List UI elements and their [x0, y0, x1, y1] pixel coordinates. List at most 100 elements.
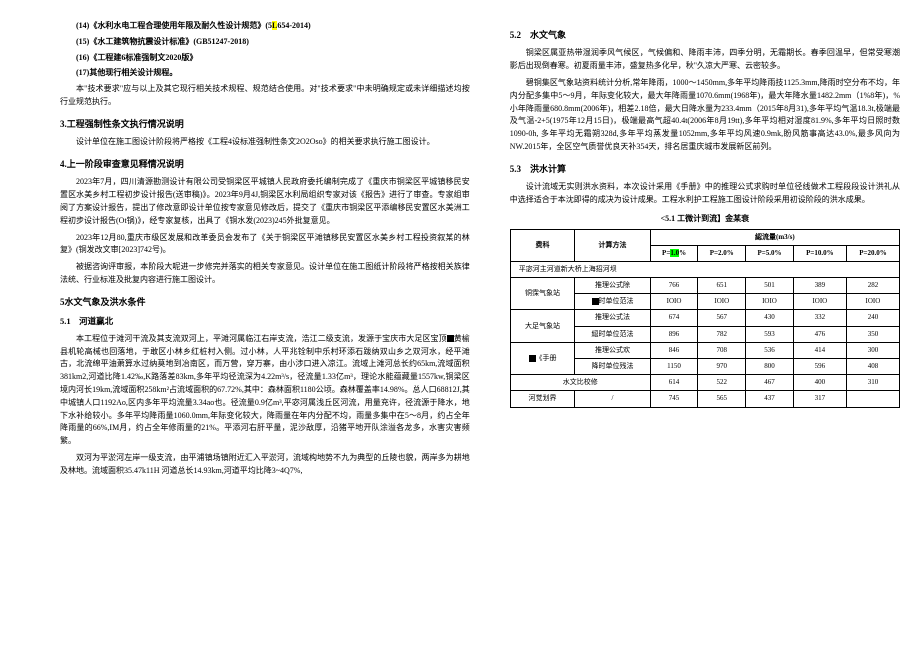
- ref-16: (16)《工程建6标准强制文2020版》: [60, 52, 470, 65]
- left-column: (14)《水利水电工程合理使用年限及耐久性设计规范》(5L654-2014) (…: [60, 20, 470, 481]
- sta-text: 《手册: [536, 354, 557, 362]
- val-cell: 467: [746, 375, 794, 391]
- sec51-title: 5.1 河道赢北: [60, 315, 470, 329]
- val-cell: IOIO: [846, 294, 899, 310]
- val-cell: IOIO: [650, 294, 698, 310]
- document-page: (14)《水利水电工程合理使用年限及耐久性设计规范》(5L654-2014) (…: [0, 0, 920, 501]
- val-cell: 593: [746, 326, 794, 342]
- ref-14: (14)《水利水电工程合理使用年限及耐久性设计规范》(5L654-2014): [60, 20, 470, 33]
- val-cell: 300: [846, 342, 899, 358]
- ref-14-a: (14)《水利水电工程合理使用年限及耐久性设计规范》(5: [76, 21, 272, 30]
- sta-cell: 水文比校修: [510, 375, 650, 391]
- th-p5: P=20.0%: [846, 245, 899, 261]
- sta-cell: 河觉划界: [510, 391, 575, 407]
- ref-17: (17)其他现行相关设计规程。: [60, 67, 470, 80]
- sec51-para2: 双河为平淤河左岸一级支流，由平浦镇场镇附近汇入平淤河，流域构地势不九为典型的丘陵…: [60, 452, 470, 478]
- para-tech-req: 本"技术要求"应与以上及其它现行相关技术规程、规范结合使用。对"技术要求"中未明…: [60, 83, 470, 109]
- val-cell: 896: [650, 326, 698, 342]
- sec4-title: 4.上一阶段审查意见释情况说明: [60, 157, 470, 171]
- black-box-icon: [447, 335, 454, 342]
- sta-cell: 《手册: [510, 342, 575, 374]
- val-cell: 240: [846, 310, 899, 326]
- sec52-title: 5.2 水文气象: [510, 28, 900, 42]
- val-cell: 708: [698, 342, 746, 358]
- sec51-para1: 本工程位于滩河干流及其支流双河上，平滩河属临江右岸支流，浩江二级支流，发源于宝庆…: [60, 333, 470, 448]
- m-text: 时单位范法: [599, 297, 634, 305]
- val-cell: IOIO: [746, 294, 794, 310]
- flow-table: 费科 计算方法 綛流量(m3/s) P=1.0% P=2.0% P=5.0% P…: [510, 229, 900, 408]
- val-cell: IOIO: [793, 294, 846, 310]
- table-row: 《手册 推理公式欢 846 708 536 414 300: [510, 342, 899, 358]
- val-cell: 970: [698, 359, 746, 375]
- method-cell: 推理公式法: [575, 310, 650, 326]
- val-cell: 596: [793, 359, 846, 375]
- val-cell: 1150: [650, 359, 698, 375]
- val-cell: 800: [746, 359, 794, 375]
- val-cell: 437: [746, 391, 794, 407]
- sec53-para: 设计流域无实则洪水资料，本次设计采用《手册》中的推理公式求购时单位径线做术工程段…: [510, 181, 900, 207]
- val-cell: 389: [793, 278, 846, 294]
- th-p4: P=10.0%: [793, 245, 846, 261]
- sec52-para2: 碧铜集区气象站资料统计分析,常年降雨，1000～1450mm,多年平均降雨技11…: [510, 77, 900, 154]
- sec4-para1: 2023年7月，四川清源勘测设计有限公司受铜梁区平城镇人民政府委托编制完成了《重…: [60, 176, 470, 227]
- table-header-row1: 费科 计算方法 綛流量(m3/s): [510, 229, 899, 245]
- val-cell: 408: [846, 359, 899, 375]
- sec52-para1: 铜梁区属亚热带湿润季风气候区，气候偏和、降雨丰沛，四季分明，无霜期长。春季回温早…: [510, 47, 900, 73]
- val-cell: 317: [793, 391, 846, 407]
- black-box-icon: [592, 298, 599, 305]
- val-cell: 766: [650, 278, 698, 294]
- th-p3: P=5.0%: [746, 245, 794, 261]
- black-box-icon: [529, 355, 536, 362]
- val-cell: 651: [698, 278, 746, 294]
- val-cell: 400: [793, 375, 846, 391]
- method-cell: 时单位范法: [575, 294, 650, 310]
- table-row: 河觉划界 / 745 565 437 317: [510, 391, 899, 407]
- val-cell: 782: [698, 326, 746, 342]
- val-cell: 614: [650, 375, 698, 391]
- section-cell: 平宓河主河道新大桥上海招河坝: [510, 261, 899, 277]
- sec4-para3: 被据咨询评审报，本阶段大呢进一步修完并落实的相关专家意见。设计单位在施工图纸计阶…: [60, 261, 470, 287]
- val-cell: 674: [650, 310, 698, 326]
- val-cell: 567: [698, 310, 746, 326]
- method-cell: 推理公式除: [575, 278, 650, 294]
- sec3-para: 设计单位在施工图设计阶段将严格按《工程4设标准强制性条文2O2Oso》的相关要求…: [60, 136, 470, 149]
- sec5-title: 5水文气象及洪水条件: [60, 295, 470, 309]
- val-cell: 536: [746, 342, 794, 358]
- val-cell: 430: [746, 310, 794, 326]
- method-cell: 推理公式欢: [575, 342, 650, 358]
- ref-15: (15)《水工建筑物抗震设计标准》(GB51247-2018): [60, 36, 470, 49]
- table-row: 大足气象站 推理公式法 674 567 430 332 240: [510, 310, 899, 326]
- val-cell: 350: [846, 326, 899, 342]
- val-cell: 745: [650, 391, 698, 407]
- table-row: 铜霂气象站 推理公式除 766 651 501 389 282: [510, 278, 899, 294]
- th-col2: 计算方法: [575, 229, 650, 261]
- sec4-para2: 2023年12月80,重庆市级区发展和改革委员会发布了《关于铜梁区平滩镇移民安置…: [60, 232, 470, 258]
- val-cell: 310: [846, 375, 899, 391]
- th-col3: 綛流量(m3/s): [650, 229, 899, 245]
- table-row: 水文比校修 614 522 467 400 310: [510, 375, 899, 391]
- th-p2: P=2.0%: [698, 245, 746, 261]
- sec3-title: 3.工程强制性条文执行情况说明: [60, 117, 470, 131]
- val-cell: 332: [793, 310, 846, 326]
- right-column: 5.2 水文气象 铜梁区属亚热带湿润季风气候区，气候偏和、降雨丰沛，四季分明，无…: [510, 20, 900, 481]
- sec53-title: 5.3 洪水计算: [510, 162, 900, 176]
- val-cell: 522: [698, 375, 746, 391]
- sta-cell: 铜霂气象站: [510, 278, 575, 310]
- val-cell: 476: [793, 326, 846, 342]
- sta-cell: 大足气象站: [510, 310, 575, 342]
- table-title: <5.1 工微计到流】金某衰: [510, 213, 900, 226]
- val-cell: 282: [846, 278, 899, 294]
- val-cell: 846: [650, 342, 698, 358]
- val-cell: [846, 391, 899, 407]
- table-section-row: 平宓河主河道新大桥上海招河坝: [510, 261, 899, 277]
- ref-14-b: 654-2014): [277, 21, 310, 30]
- p1-hl: 1.0: [670, 249, 679, 257]
- method-cell: /: [575, 391, 650, 407]
- val-cell: 501: [746, 278, 794, 294]
- val-cell: 565: [698, 391, 746, 407]
- method-cell: 降时单位残法: [575, 359, 650, 375]
- val-cell: IOIO: [698, 294, 746, 310]
- th-p1: P=1.0%: [650, 245, 698, 261]
- val-cell: 414: [793, 342, 846, 358]
- method-cell: 綛时单位范法: [575, 326, 650, 342]
